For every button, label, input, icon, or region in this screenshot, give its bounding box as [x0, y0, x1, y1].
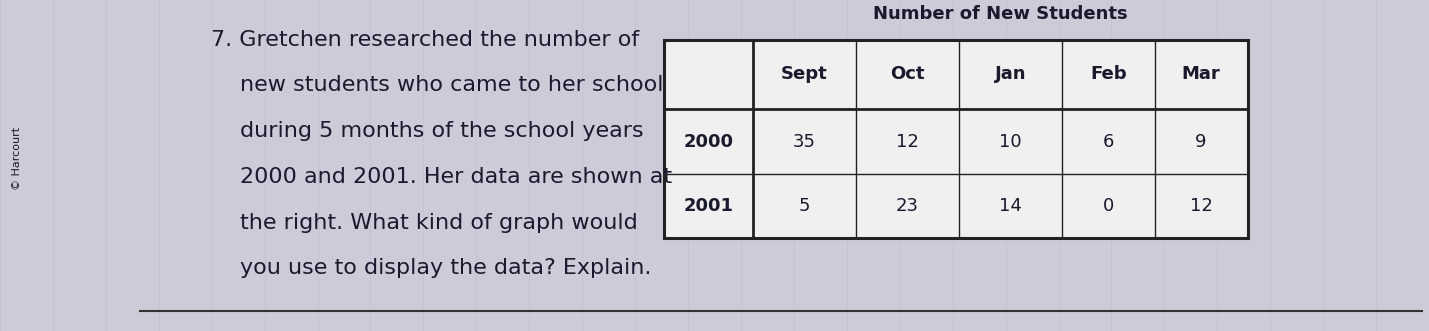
Text: © Harcourt: © Harcourt [13, 127, 21, 190]
Bar [664, 40, 1248, 238]
Text: Mar: Mar [1182, 66, 1220, 83]
Text: 10: 10 [999, 132, 1022, 151]
Text: new students who came to her school: new students who came to her school [240, 75, 663, 95]
Text: Oct: Oct [890, 66, 925, 83]
Text: 14: 14 [999, 197, 1022, 215]
Text: 2000: 2000 [684, 132, 733, 151]
Text: 2000 and 2001. Her data are shown at: 2000 and 2001. Her data are shown at [240, 167, 672, 187]
Text: 5: 5 [799, 197, 810, 215]
Text: 7. Gretchen researched the number of: 7. Gretchen researched the number of [211, 30, 640, 50]
Text: Number of New Students: Number of New Students [873, 5, 1127, 23]
Text: 0: 0 [1103, 197, 1113, 215]
Text: 35: 35 [793, 132, 816, 151]
Text: 9: 9 [1195, 132, 1208, 151]
Text: the right. What kind of graph would: the right. What kind of graph would [240, 213, 637, 232]
Text: 2001: 2001 [684, 197, 733, 215]
Text: during 5 months of the school years: during 5 months of the school years [240, 121, 643, 141]
Text: 12: 12 [1189, 197, 1213, 215]
Text: Sept: Sept [782, 66, 827, 83]
Text: you use to display the data? Explain.: you use to display the data? Explain. [240, 258, 652, 278]
Text: 6: 6 [1103, 132, 1113, 151]
Text: 12: 12 [896, 132, 919, 151]
Text: Feb: Feb [1090, 66, 1126, 83]
Text: 23: 23 [896, 197, 919, 215]
Text: Jan: Jan [995, 66, 1026, 83]
